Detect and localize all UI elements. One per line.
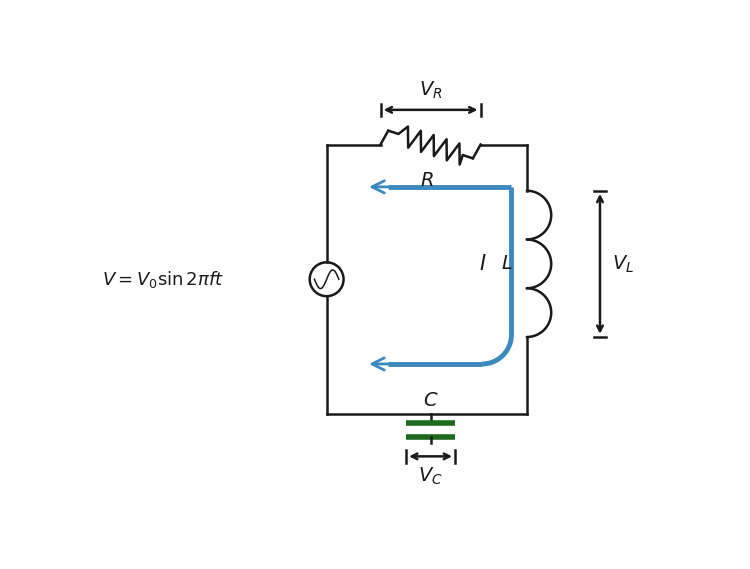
Text: $I$: $I$ [479,254,487,274]
Text: $V_L$: $V_L$ [611,253,634,274]
Text: $V = V_0 \sin 2\pi ft$: $V = V_0 \sin 2\pi ft$ [102,269,224,290]
Text: $V_C$: $V_C$ [419,465,443,487]
Text: $L$: $L$ [501,254,513,273]
Text: $C$: $C$ [423,391,438,410]
Text: $R$: $R$ [420,171,434,191]
Text: $V_R$: $V_R$ [419,79,442,101]
